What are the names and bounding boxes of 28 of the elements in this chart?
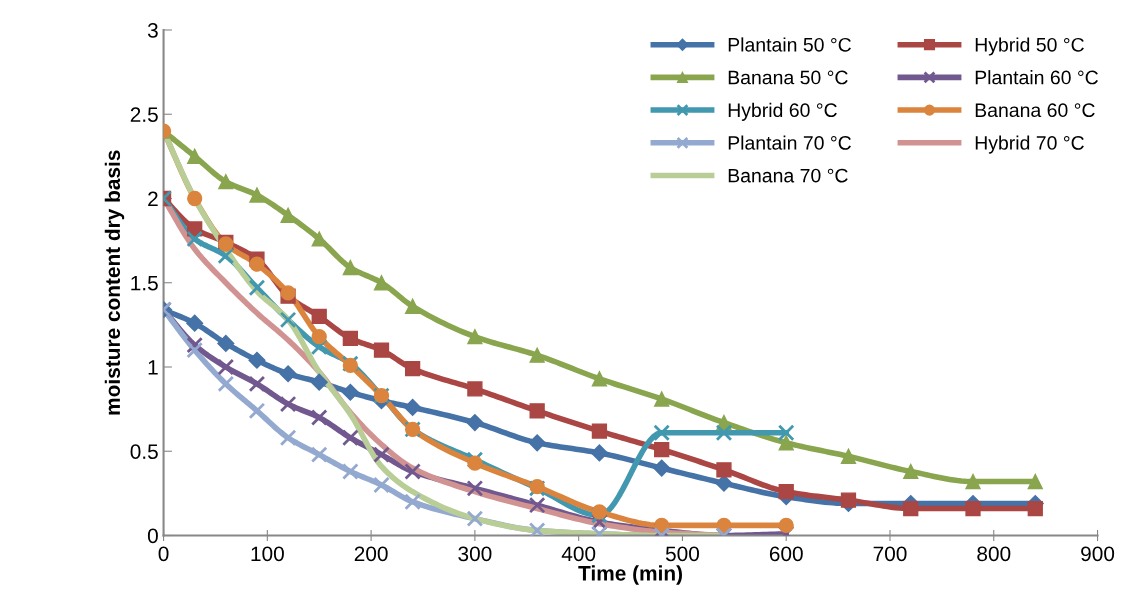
- y-tick-label: 3: [147, 22, 158, 38]
- y-axis-title: moisture content dry basis: [104, 150, 125, 415]
- legend-label: Banana 50 °C: [728, 70, 848, 85]
- y-tick-label: 1: [148, 360, 158, 375]
- x-axis-title: Time (min): [578, 565, 682, 585]
- legend-label: Plantain 50 °C: [728, 37, 851, 52]
- x-tick-label: 400: [561, 546, 596, 562]
- legend-label: Plantain 70 °C: [728, 135, 851, 150]
- legend-label: Banana 60 °C: [975, 103, 1095, 118]
- x-tick-label: 600: [769, 546, 803, 562]
- x-tick-label: 200: [354, 546, 388, 562]
- y-tick-label: 0.5: [130, 444, 158, 459]
- legend-label: Hybrid 70 °C: [975, 135, 1084, 154]
- x-tick-label: 0: [158, 546, 169, 562]
- legend-label: Plantain 60 °C: [975, 70, 1098, 85]
- x-tick-label: 300: [458, 546, 492, 562]
- x-tick-label: 700: [873, 546, 907, 562]
- legend-label: Hybrid 60 °C: [728, 102, 837, 121]
- legend-label: Banana 70 °C: [728, 168, 848, 183]
- y-tick-label: 2: [148, 191, 158, 207]
- x-tick-label: 900: [1081, 546, 1115, 562]
- legend-label: Hybrid 50 °C: [975, 37, 1084, 56]
- y-tick-label: 1.5: [131, 275, 158, 291]
- y-tick-label: 2.5: [130, 107, 158, 122]
- x-tick-label: 800: [977, 546, 1011, 562]
- x-tick-label: 500: [665, 546, 700, 562]
- y-tick-label: 0: [147, 528, 158, 544]
- x-tick-label: 100: [251, 546, 284, 562]
